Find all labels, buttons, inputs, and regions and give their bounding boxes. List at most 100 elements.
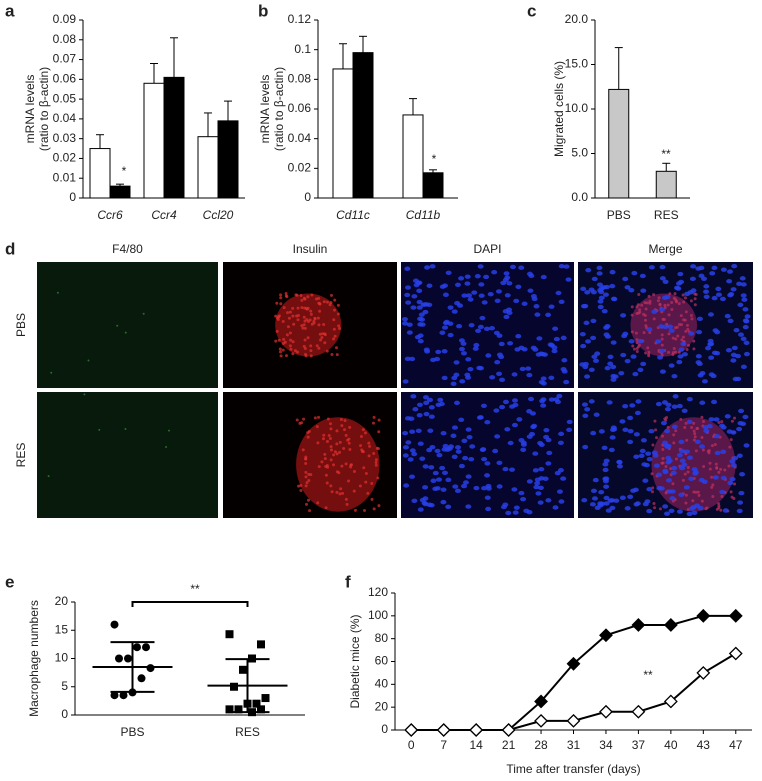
islet-cell <box>333 334 337 338</box>
nucleus <box>447 305 454 310</box>
islet-cell <box>345 502 349 506</box>
point <box>225 630 234 639</box>
nucleus <box>543 427 550 433</box>
nucleus <box>502 466 509 472</box>
nucleus <box>453 372 460 378</box>
islet-cell <box>650 490 654 494</box>
point <box>146 664 155 673</box>
islet-cell <box>343 428 347 432</box>
islet-cell <box>282 337 286 341</box>
nucleus <box>445 477 452 483</box>
marker <box>631 704 646 719</box>
islet-cell <box>696 490 700 494</box>
nucleus <box>638 453 645 459</box>
nucleus <box>460 351 467 356</box>
bar <box>402 114 424 199</box>
nucleus <box>422 395 429 400</box>
islet-cell <box>309 344 313 348</box>
islet-cell <box>658 303 662 307</box>
islet-cell <box>370 482 374 486</box>
nucleus <box>511 487 518 492</box>
islet-cell <box>316 501 320 505</box>
islet-cell <box>284 354 288 358</box>
nucleus <box>610 340 617 345</box>
nucleus <box>520 440 527 445</box>
y-tick-label: 15 <box>55 622 69 636</box>
islet-cell <box>295 314 299 318</box>
nucleus <box>464 274 471 279</box>
x-tick-label: 40 <box>664 738 678 752</box>
islet-cell <box>286 311 290 315</box>
nucleus <box>548 397 555 402</box>
islet-cell <box>299 483 303 487</box>
point <box>225 705 234 714</box>
islet-cell <box>329 484 333 488</box>
nucleus <box>719 489 726 495</box>
bar <box>197 136 219 199</box>
islet-cell <box>279 296 283 300</box>
nucleus <box>594 351 601 356</box>
y-tick-label: 80 <box>375 631 389 645</box>
nucleus <box>526 510 533 515</box>
nucleus <box>465 357 472 362</box>
x-tick-label: 21 <box>502 738 516 752</box>
y-tick-label: 0.12 <box>288 12 312 26</box>
islet-cell <box>325 300 329 304</box>
nucleus <box>715 286 722 292</box>
nucleus <box>646 508 653 514</box>
nucleus <box>518 265 525 270</box>
nucleus <box>655 339 662 344</box>
islet-cell <box>717 502 721 506</box>
nucleus <box>696 329 703 335</box>
nucleus <box>664 428 671 434</box>
islet-cell <box>717 470 721 474</box>
nucleus <box>445 504 452 510</box>
nucleus <box>479 315 486 321</box>
nucleus <box>435 349 442 355</box>
nucleus <box>471 290 478 295</box>
annotation: ** <box>661 147 671 161</box>
nucleus <box>731 345 738 351</box>
nucleus <box>609 269 616 275</box>
nucleus <box>403 483 410 488</box>
nucleus <box>453 400 460 406</box>
nucleus <box>521 347 528 352</box>
islet-cell <box>694 490 698 494</box>
nucleus <box>651 450 658 455</box>
y-tick-label: 20.0 <box>565 12 589 26</box>
nucleus <box>737 302 744 308</box>
nucleus <box>690 264 697 269</box>
islet-cell <box>274 314 278 318</box>
marker <box>599 704 613 719</box>
nucleus <box>711 399 718 405</box>
islet-cell <box>347 479 351 483</box>
islet-cell <box>667 350 671 354</box>
islet-cell <box>296 350 300 354</box>
nucleus <box>739 276 746 281</box>
y-axis-label: Diabetic mice (%) <box>348 614 362 708</box>
nucleus <box>676 281 683 286</box>
nucleus <box>668 328 675 333</box>
nucleus <box>736 426 743 432</box>
nucleus <box>527 288 534 293</box>
nucleus <box>579 331 586 337</box>
islet-cell <box>644 307 648 311</box>
islet-cell <box>700 499 704 503</box>
nucleus <box>677 271 684 277</box>
islet-cell <box>358 484 362 488</box>
nucleus <box>738 408 745 414</box>
point <box>110 691 119 700</box>
nucleus <box>674 285 681 291</box>
islet-cell <box>305 307 309 311</box>
islet-cell <box>281 348 285 352</box>
nucleus <box>633 432 640 437</box>
nucleus <box>407 457 414 462</box>
nucleus <box>667 324 674 329</box>
nucleus <box>740 293 747 298</box>
nucleus <box>439 465 446 471</box>
nucleus <box>678 448 685 453</box>
nucleus <box>402 430 409 436</box>
nucleus <box>651 309 658 315</box>
nucleus <box>730 358 737 363</box>
nucleus <box>484 420 491 425</box>
